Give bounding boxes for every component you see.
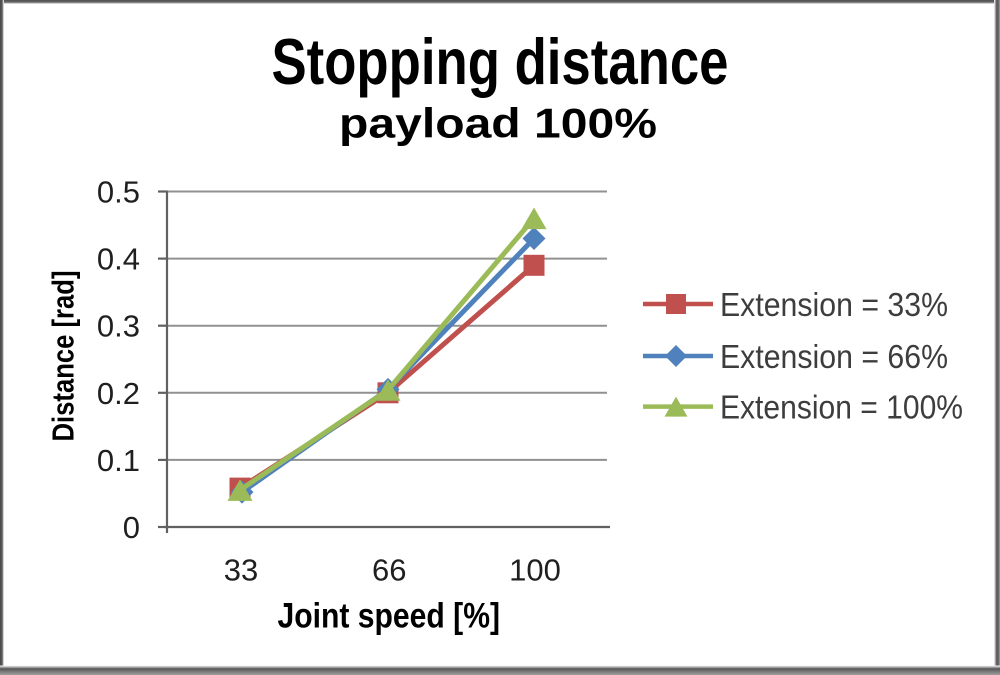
svg-text:Distance [rad]: Distance [rad] xyxy=(46,271,81,442)
svg-text:0.4: 0.4 xyxy=(97,242,140,277)
svg-text:Extension = 100%: Extension = 100% xyxy=(720,390,963,427)
svg-text:payload 100%: payload 100% xyxy=(339,100,657,147)
svg-text:Extension = 33%: Extension = 33% xyxy=(720,287,948,324)
svg-text:0: 0 xyxy=(123,510,140,545)
svg-text:Joint speed [%]: Joint speed [%] xyxy=(278,597,501,636)
svg-text:Extension = 66%: Extension = 66% xyxy=(720,339,948,376)
svg-text:0.5: 0.5 xyxy=(97,175,140,210)
svg-text:0.1: 0.1 xyxy=(97,443,140,478)
svg-text:Stopping distance: Stopping distance xyxy=(272,25,729,98)
svg-text:33: 33 xyxy=(224,552,258,587)
svg-text:0.3: 0.3 xyxy=(97,309,140,344)
svg-text:100: 100 xyxy=(509,552,561,587)
svg-text:66: 66 xyxy=(372,552,406,587)
svg-text:0.2: 0.2 xyxy=(97,376,140,411)
